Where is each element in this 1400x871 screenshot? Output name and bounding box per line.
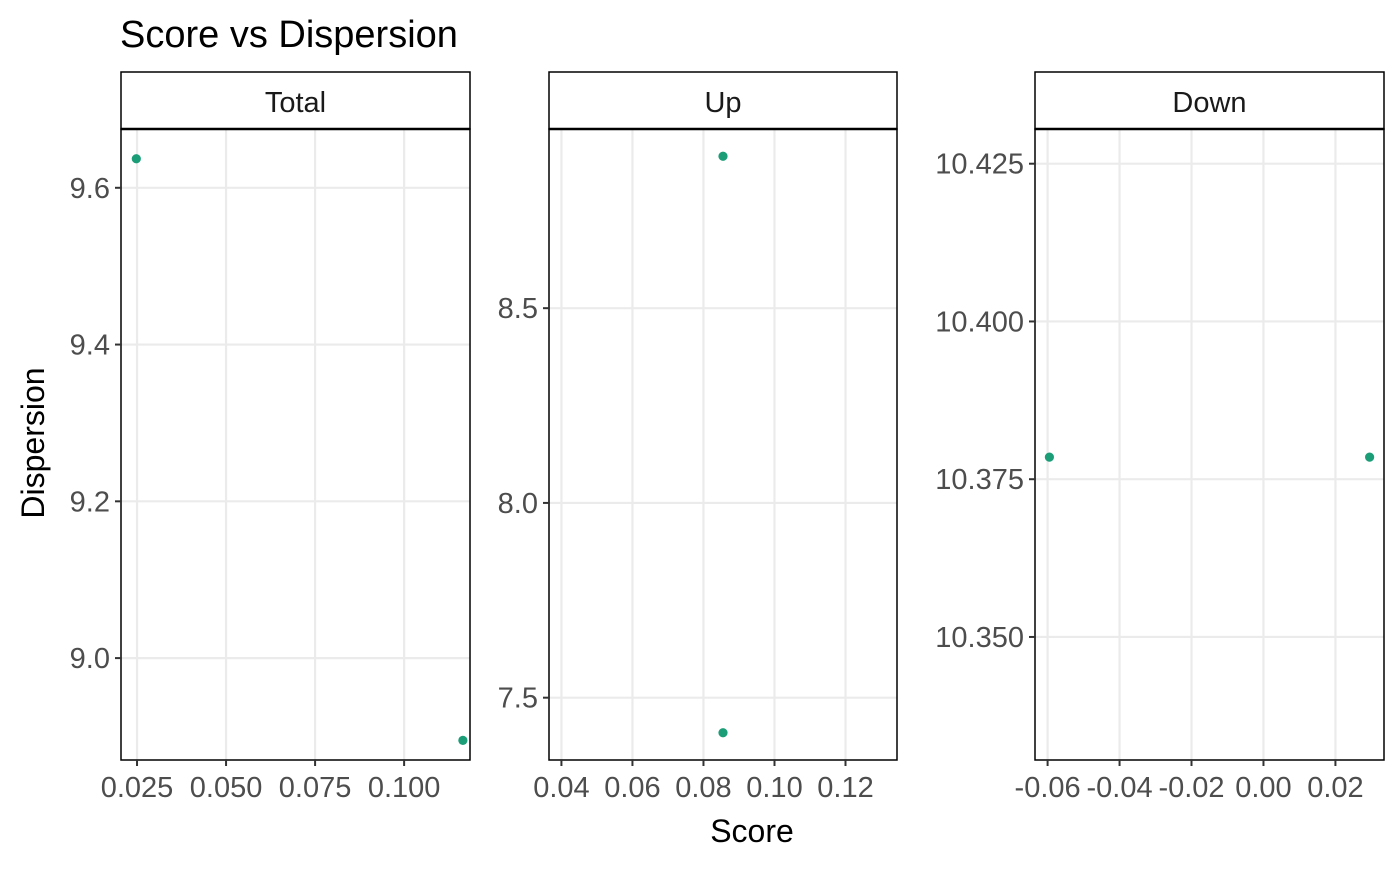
data-point: [718, 151, 728, 161]
facet-strip: [1034, 71, 1385, 130]
y-tick-label: 10.425: [935, 149, 1024, 181]
panel-border: [120, 128, 471, 761]
data-point: [131, 154, 141, 164]
x-axis-title: Score: [710, 813, 794, 849]
facet-panel-up: Up 0.04 0.06 0.08 0.10 0.12 7.5 8.0 8.5: [498, 71, 898, 804]
facet-panel-down: Down -0.06 -0.04 -0.02 0.00 0.02 10.350 10.375 1…: [935, 71, 1385, 804]
x-tick-label: 0.10: [746, 772, 802, 804]
x-tick-label: 0.08: [675, 772, 731, 804]
y-tick-label: 9.0: [70, 643, 110, 675]
facet-strip: [120, 71, 471, 130]
y-tick-label: 8.0: [498, 488, 538, 520]
y-tick-label: 10.375: [935, 464, 1024, 496]
x-tick-label: 0.00: [1235, 772, 1291, 804]
x-tick-label: 0.02: [1307, 772, 1363, 804]
y-tick-label: 9.4: [70, 330, 110, 362]
y-tick-label: 9.6: [70, 173, 110, 205]
y-tick-label: 7.5: [498, 683, 538, 715]
y-tick-label: 10.350: [935, 622, 1024, 654]
x-tick-label: 0.050: [190, 772, 263, 804]
facet-strip-label: Up: [704, 87, 741, 119]
x-tick-label: 0.04: [533, 772, 589, 804]
x-tick-label: 0.12: [817, 772, 873, 804]
x-tick-label: 0.06: [604, 772, 660, 804]
x-tick-label: -0.06: [1015, 772, 1081, 804]
x-tick-label: 0.075: [279, 772, 352, 804]
data-point: [718, 728, 728, 738]
facet-strip-label: Total: [265, 87, 326, 119]
panels-layer: Total 0.025 0.050 0.075 0.100 9.0 9.2 9.4 9.6 Up 0…: [70, 71, 1385, 804]
panel-border: [1034, 128, 1385, 761]
data-point: [458, 735, 468, 746]
data-point: [1044, 452, 1054, 462]
chart-title: Score vs Dispersion: [120, 14, 458, 56]
facet-strip: [548, 71, 898, 130]
x-tick-label: -0.02: [1158, 772, 1224, 804]
y-tick-label: 9.2: [70, 486, 110, 518]
y-tick-label: 8.5: [498, 293, 538, 325]
x-tick-label: -0.04: [1086, 772, 1152, 804]
y-axis-title: Dispersion: [15, 367, 51, 518]
x-tick-label: 0.100: [368, 772, 441, 804]
facet-strip-label: Down: [1172, 87, 1246, 119]
data-point: [1365, 452, 1375, 462]
y-tick-label: 10.400: [935, 306, 1024, 338]
x-tick-label: 0.025: [101, 772, 174, 804]
facet-panel-total: Total 0.025 0.050 0.075 0.100 9.0 9.2 9.4 9.6: [70, 71, 471, 804]
